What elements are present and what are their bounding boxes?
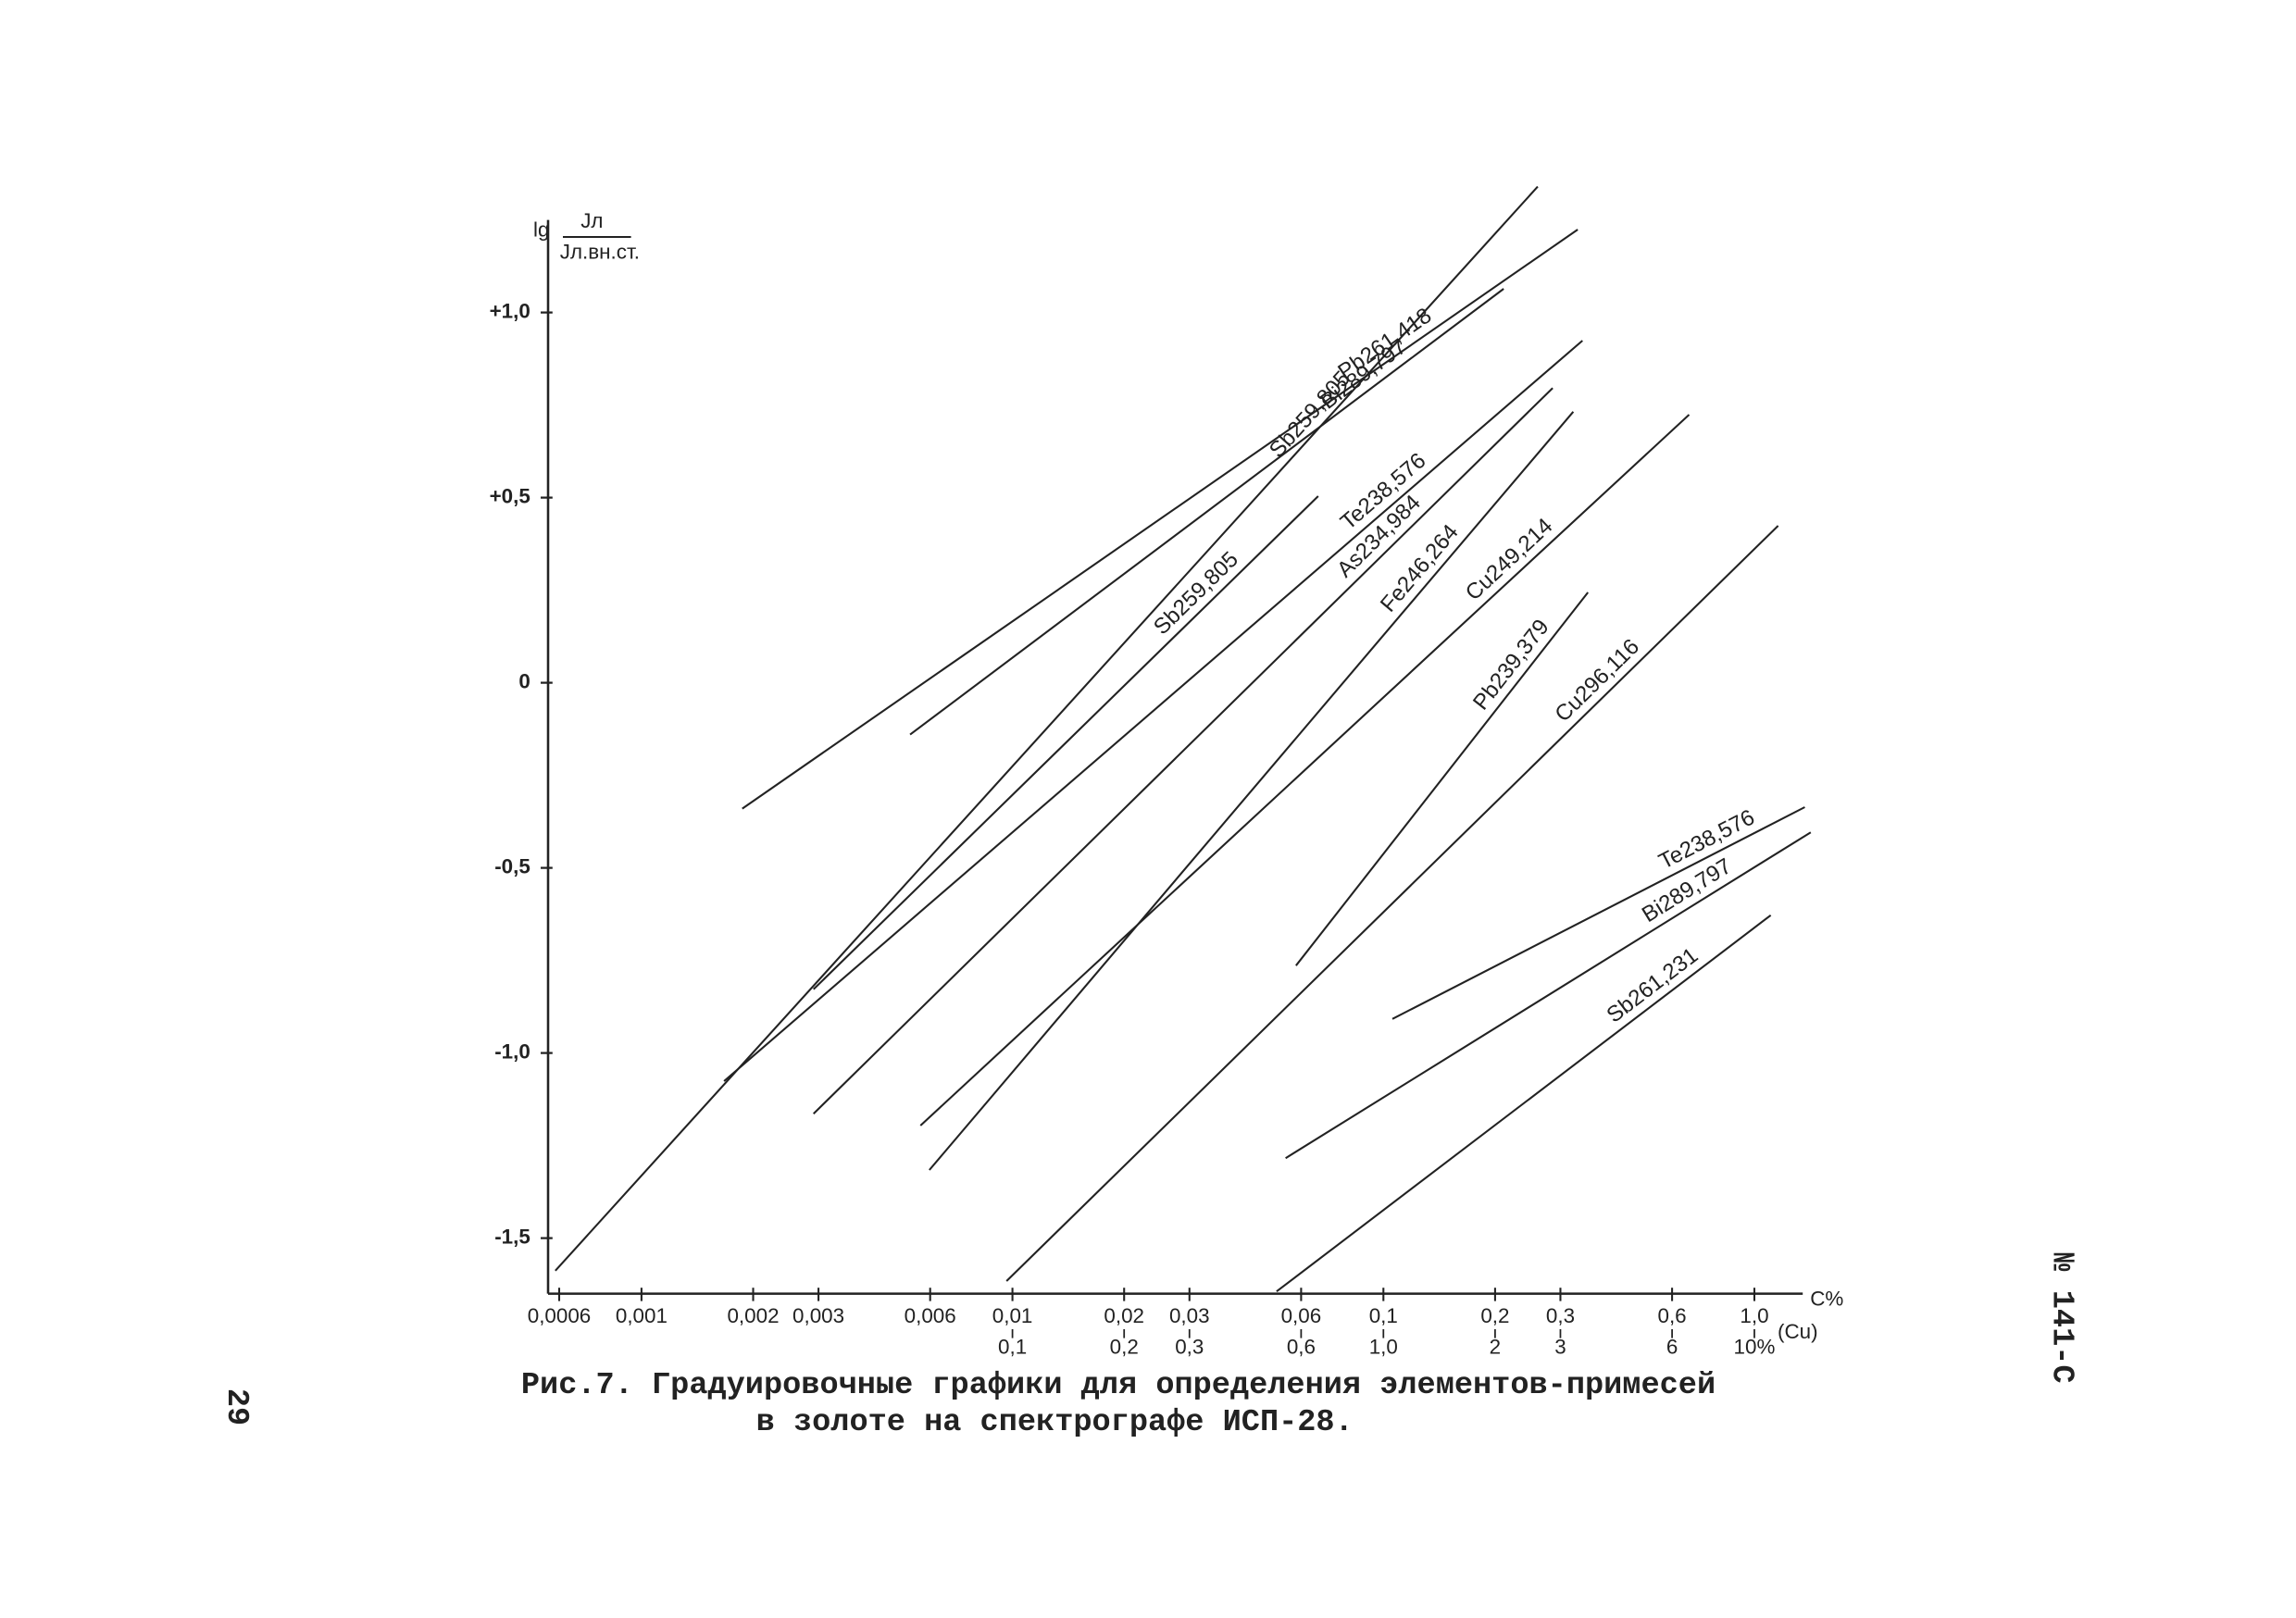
x-tick-label: 0,0006 <box>528 1304 591 1327</box>
x2-tick-label: 0,3 <box>1175 1336 1204 1359</box>
x2-tick-label: 2 <box>1490 1336 1501 1359</box>
y-tick-label: +0,5 <box>490 485 530 508</box>
x2-tick-label: 1,0 <box>1369 1336 1398 1359</box>
series-line <box>555 185 1539 1272</box>
x2-tick-label: 3 <box>1554 1336 1566 1359</box>
y-tick-label: -1,0 <box>494 1040 530 1064</box>
x-tick-label: 0,1 <box>1369 1304 1398 1327</box>
x-tick-label: 0,03 <box>1169 1304 1210 1327</box>
x2-tick-label: 0,6 <box>1287 1336 1316 1359</box>
x-tick-label: 0,2 <box>1480 1304 1509 1327</box>
x-tick-label: 0,01 <box>992 1304 1033 1327</box>
y-tick-label: -1,5 <box>494 1226 530 1249</box>
caption-line: Рис.7. Градуировочные графики для опреде… <box>521 1368 1716 1403</box>
y-label-numerator: Jл <box>580 209 603 232</box>
x2-tick-label: 10% <box>1734 1336 1776 1359</box>
series-line <box>723 340 1583 1082</box>
series-line <box>1391 806 1805 1020</box>
x-tick-label: 1,0 <box>1740 1304 1768 1327</box>
series-line <box>742 229 1578 810</box>
side-note: № 141-С <box>2043 1252 2078 1383</box>
series-line <box>919 414 1691 1126</box>
series-line <box>909 288 1504 736</box>
x2-tick-label: 0,1 <box>998 1336 1027 1359</box>
x-tick-label: 0,002 <box>727 1304 779 1327</box>
series-line <box>1285 831 1812 1160</box>
x-label: C% <box>1810 1288 1843 1311</box>
x-tick-label: 0,003 <box>792 1304 844 1327</box>
series-line <box>1276 914 1772 1293</box>
y-tick-label: 0 <box>518 670 530 693</box>
series-line <box>929 411 1575 1171</box>
x2-label: (Cu) <box>1778 1320 1818 1343</box>
y-label-denominator: Jл.вн.ст. <box>560 241 640 264</box>
x-tick-label: 0,3 <box>1546 1304 1575 1327</box>
x-tick-label: 0,6 <box>1658 1304 1687 1327</box>
x2-tick-label: 0,2 <box>1110 1336 1139 1359</box>
caption-line: в золоте на спектрографе ИСП-28. <box>756 1405 1354 1440</box>
x-tick-label: 0,02 <box>1104 1304 1144 1327</box>
series-line <box>812 495 1319 990</box>
series-line <box>812 387 1554 1114</box>
y-label-prefix: lg <box>533 218 549 242</box>
x-tick-label: 0,06 <box>1281 1304 1322 1327</box>
page-number: 29 <box>218 1388 254 1425</box>
series-line <box>1005 525 1779 1282</box>
x-tick-label: 0,001 <box>616 1304 668 1327</box>
y-tick-label: -0,5 <box>494 855 530 878</box>
y-tick-label: +1,0 <box>490 300 530 323</box>
series-line <box>1295 591 1590 966</box>
x2-tick-label: 6 <box>1666 1336 1678 1359</box>
x-tick-label: 0,006 <box>905 1304 956 1327</box>
